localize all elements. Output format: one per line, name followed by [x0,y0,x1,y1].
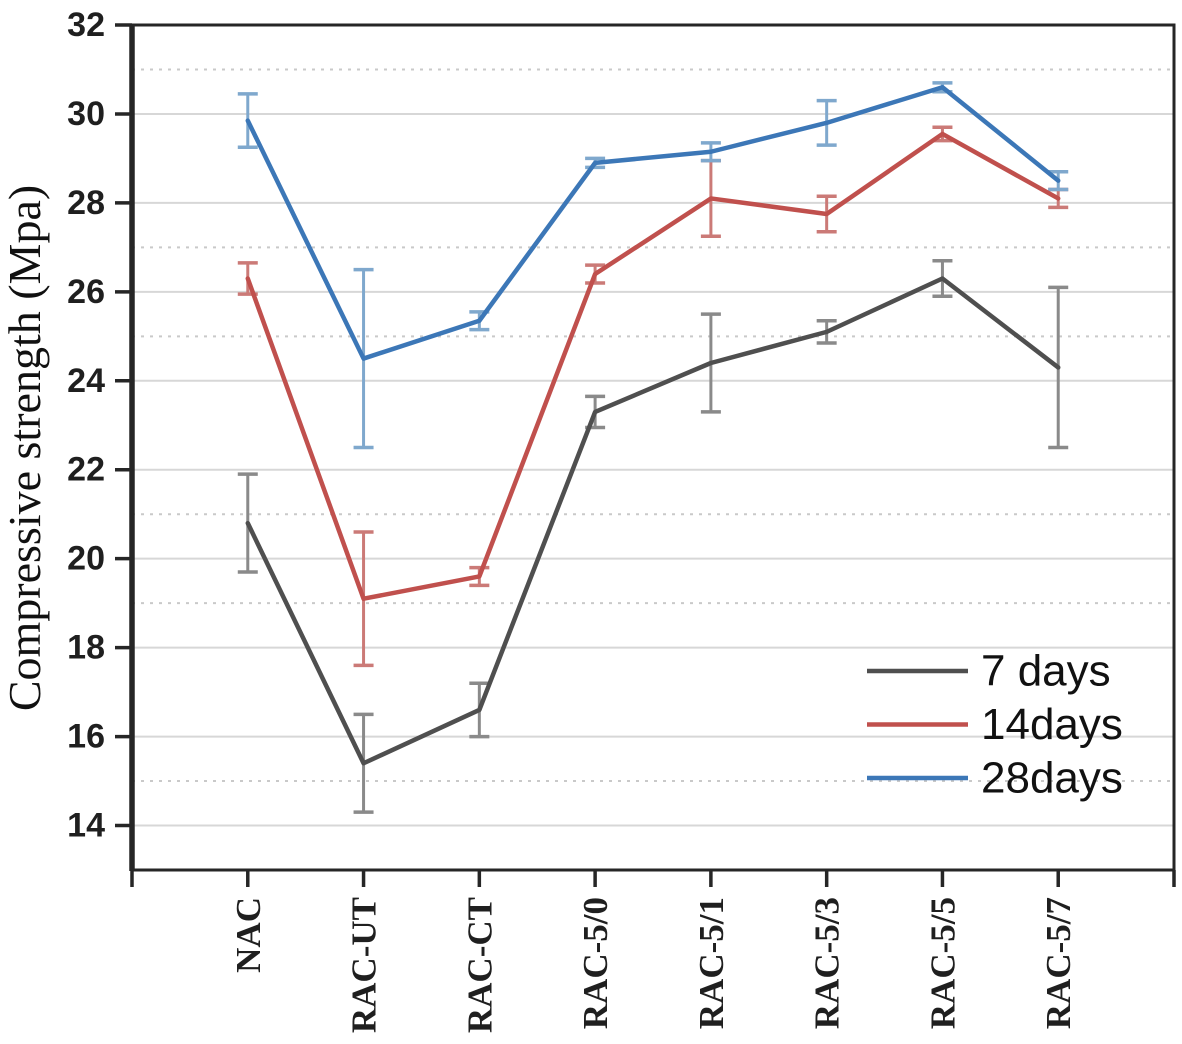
y-tick-label-24: 24 [67,362,105,400]
series-line-14days [245,131,1061,601]
x-tick-label-RAC-5/3: RAC-5/3 [808,897,847,1029]
x-tick-label-RAC-CT: RAC-CT [460,897,499,1033]
legend-item-7-days: 7 days [867,647,1111,696]
legend-label: 28days [981,754,1123,803]
y-tick-label-22: 22 [67,451,105,489]
legend-label: 7 days [981,647,1111,696]
y-tick-label-26: 26 [67,273,105,311]
legend-label: 14days [981,700,1123,749]
minor-gridlines [132,68,1174,783]
y-tick-label-28: 28 [67,184,105,222]
legend-item-14days: 14days [867,700,1123,749]
y-axis-title: Compressive strength (Mpa) [0,185,50,711]
legend-item-28days: 28days [867,754,1123,803]
major-gridlines [132,112,1174,827]
y-tick-label-20: 20 [67,540,105,578]
x-tick-label-NAC: NAC [229,897,268,973]
y-tick-label-16: 16 [67,718,105,756]
y-tick-label-14: 14 [67,807,105,845]
x-tick-label-RAC-5/7: RAC-5/7 [1039,897,1078,1029]
x-tick-label-RAC-UT: RAC-UT [345,897,384,1033]
y-tick-label-32: 32 [67,6,105,44]
y-axis-ticks: 14 16 18 20 22 24 26 28 30 32 [67,6,132,845]
x-tick-label-RAC-5/0: RAC-5/0 [576,897,615,1029]
series-line-28days [245,85,1061,361]
x-tick-label-RAC-5/1: RAC-5/1 [692,897,731,1029]
y-tick-label-18: 18 [67,629,105,667]
x-tick-label-RAC-5/5: RAC-5/5 [923,897,962,1029]
series-line-7-days [245,276,1061,766]
x-axis-ticks: NAC RAC-UT RAC-CT RAC-5/0 RAC-5/1 RAC-5/3 RAC-… [130,870,1176,1033]
y-tick-label-30: 30 [67,95,105,133]
